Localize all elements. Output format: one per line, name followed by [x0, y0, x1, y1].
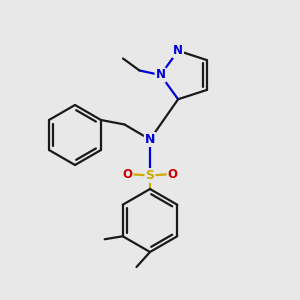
Text: N: N	[145, 133, 155, 146]
Text: N: N	[173, 44, 183, 57]
Text: S: S	[146, 169, 154, 182]
Text: N: N	[155, 68, 166, 82]
Text: O: O	[167, 167, 178, 181]
Text: O: O	[122, 167, 133, 181]
